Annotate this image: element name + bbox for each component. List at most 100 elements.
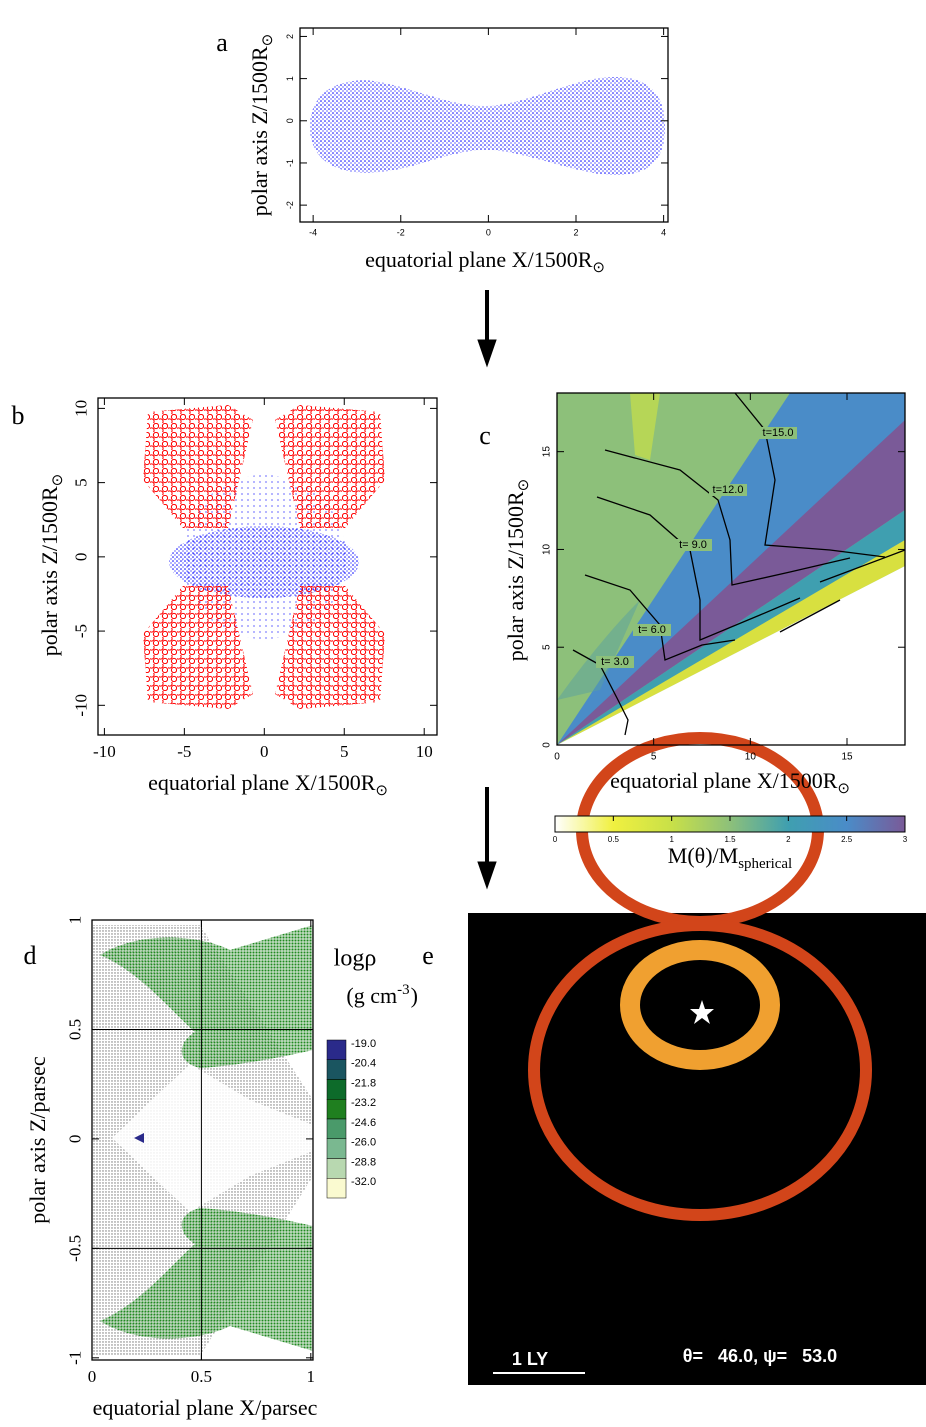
y-tick-label: 15 [542,446,553,458]
colorbar-level-label: -28.8 [351,1156,376,1168]
contour-label-bg [759,427,797,439]
x-tick-label: 4 [661,227,666,237]
colorbar-swatch [326,1059,347,1080]
panel-label: c [479,421,491,450]
x-axis-label-subscript: ⊙ [837,781,850,797]
scale-bar-label: 1 LY [512,1349,548,1369]
colorbar-level-label: -24.6 [351,1117,376,1129]
colorbar-level-label: -32.0 [351,1176,376,1188]
colorbar-tick-label: 1 [669,835,674,844]
y-tick-label: 10 [542,543,553,555]
y-tick-label: -1 [65,1351,84,1365]
colorbar-swatch [326,1079,347,1100]
y-axis-label-group: polar axis Z/parsec [25,1056,50,1224]
colorbar-swatch [326,1118,347,1139]
annotation: θ= 46.0, ψ= 53.0 [683,1346,837,1366]
colorbar-swatch [326,1178,347,1199]
x-tick-label: 0 [486,227,491,237]
y-axis-label-subscript: ⊙ [260,34,276,47]
red-wings [143,405,385,709]
x-axis-label-subscript: ⊙ [375,783,388,799]
x-axis-label: equatorial plane X/1500R [610,768,838,793]
contour-lines [572,392,906,736]
contour-label: t=15.0 [763,427,794,439]
x-axis-label: equatorial plane X/1500R [365,247,593,272]
plot-frame [556,392,906,746]
x-axis-label: equatorial plane X/1500R [148,770,376,795]
colorbar-label: M(θ)/M [668,843,738,868]
colorbar-unit-superscript: -3 [397,982,409,998]
y-axis-label-subscript: ⊙ [516,479,532,492]
x-tick-label: 1 [307,1367,316,1386]
y-axis-label: polar axis Z/parsec [25,1056,50,1224]
y-tick-label: 0.5 [65,1019,84,1040]
y-tick-label: -10 [71,694,90,717]
x-axis-label: equatorial plane X/parsec [93,1395,318,1420]
colorbar-swatch [326,1158,347,1179]
y-tick-label: 2 [285,34,295,39]
colorbar-tick-label: 3 [903,835,908,844]
colorbar-label-subscript: spherical [738,856,792,872]
y-tick-label: 5 [542,644,553,650]
y-axis-label-group: polar axis Z/1500R⊙ [503,479,532,661]
colorbar-tick-label: 0 [553,835,558,844]
colorbar-swatch [326,1039,347,1060]
x-axis-label-group: equatorial plane X/1500R ⊙ [148,770,388,799]
contour-label-bg [596,656,634,668]
x-tick-label: 0 [88,1367,97,1386]
density-cloud [92,925,313,1356]
contour-label-bg [633,624,671,636]
y-tick-label: 0 [71,553,90,562]
y-tick-label: -0.5 [65,1235,84,1262]
x-tick-label: -2 [397,227,405,237]
x-tick-label: -5 [177,742,191,761]
x-axis-label-subscript: ⊙ [592,260,605,276]
contour-label: t= 3.0 [601,656,629,668]
x-tick-label: 5 [340,742,349,761]
y-tick-label: -5 [71,624,90,638]
point-cloud [310,77,665,176]
x-axis-label-group: equatorial plane X/1500R ⊙ [610,768,850,797]
colorbar-label-group: M(θ)/M spherical [668,843,792,872]
colorbar-tick-label: 0.5 [608,835,620,844]
x-tick-label: 10 [745,752,757,763]
point-cloud [169,526,359,598]
x-tick-label: 0.5 [191,1367,212,1386]
colorbar-tick-label: 2 [786,835,791,844]
x-tick-label: 15 [841,752,853,763]
panel-label: b [12,401,25,430]
x-tick-label: -10 [93,742,116,761]
panel-label: a [216,28,228,57]
y-axis-label: polar axis Z/1500R [247,46,272,216]
x-axis-label-group: equatorial plane X/1500R ⊙ [365,247,605,276]
y-axis-label: polar axis Z/1500R [37,486,62,656]
contour-label-bg [674,539,712,551]
colorbar-unit: (g cm [346,983,397,1008]
y-tick-label: 1 [285,76,295,81]
y-axis-label-subscript: ⊙ [50,474,66,487]
nebula-image [468,732,926,1385]
colorbar-level-label: -21.8 [351,1077,376,1089]
y-tick-label: -1 [285,159,295,167]
plot-frame [299,27,669,223]
colorbar-level-label: -19.0 [351,1038,376,1050]
y-tick-label: 1 [65,916,84,925]
x-tick-label: 0 [260,742,269,761]
y-tick-label: -2 [285,201,295,209]
colorbar-tick-label: 2.5 [841,835,853,844]
x-tick-label: 10 [416,742,433,761]
y-axis-label-group: polar axis Z/1500R⊙ [247,34,276,216]
y-axis-label-group: polar axis Z/1500R⊙ [37,474,66,656]
colorbar-swatch [326,1099,347,1120]
colorbar-unit-group: (g cm -3) [346,982,418,1008]
x-tick-label: 5 [651,752,657,763]
y-tick-label: 5 [71,478,90,487]
y-tick-label: 0 [542,742,553,748]
colorbar-level-label: -26.0 [351,1137,376,1149]
contour-label: t=12.0 [713,484,744,496]
plot-frame [97,397,438,736]
y-tick-label: 0 [65,1135,84,1144]
panel-label: e [422,941,434,970]
colorbar-title: logρ [334,946,377,972]
